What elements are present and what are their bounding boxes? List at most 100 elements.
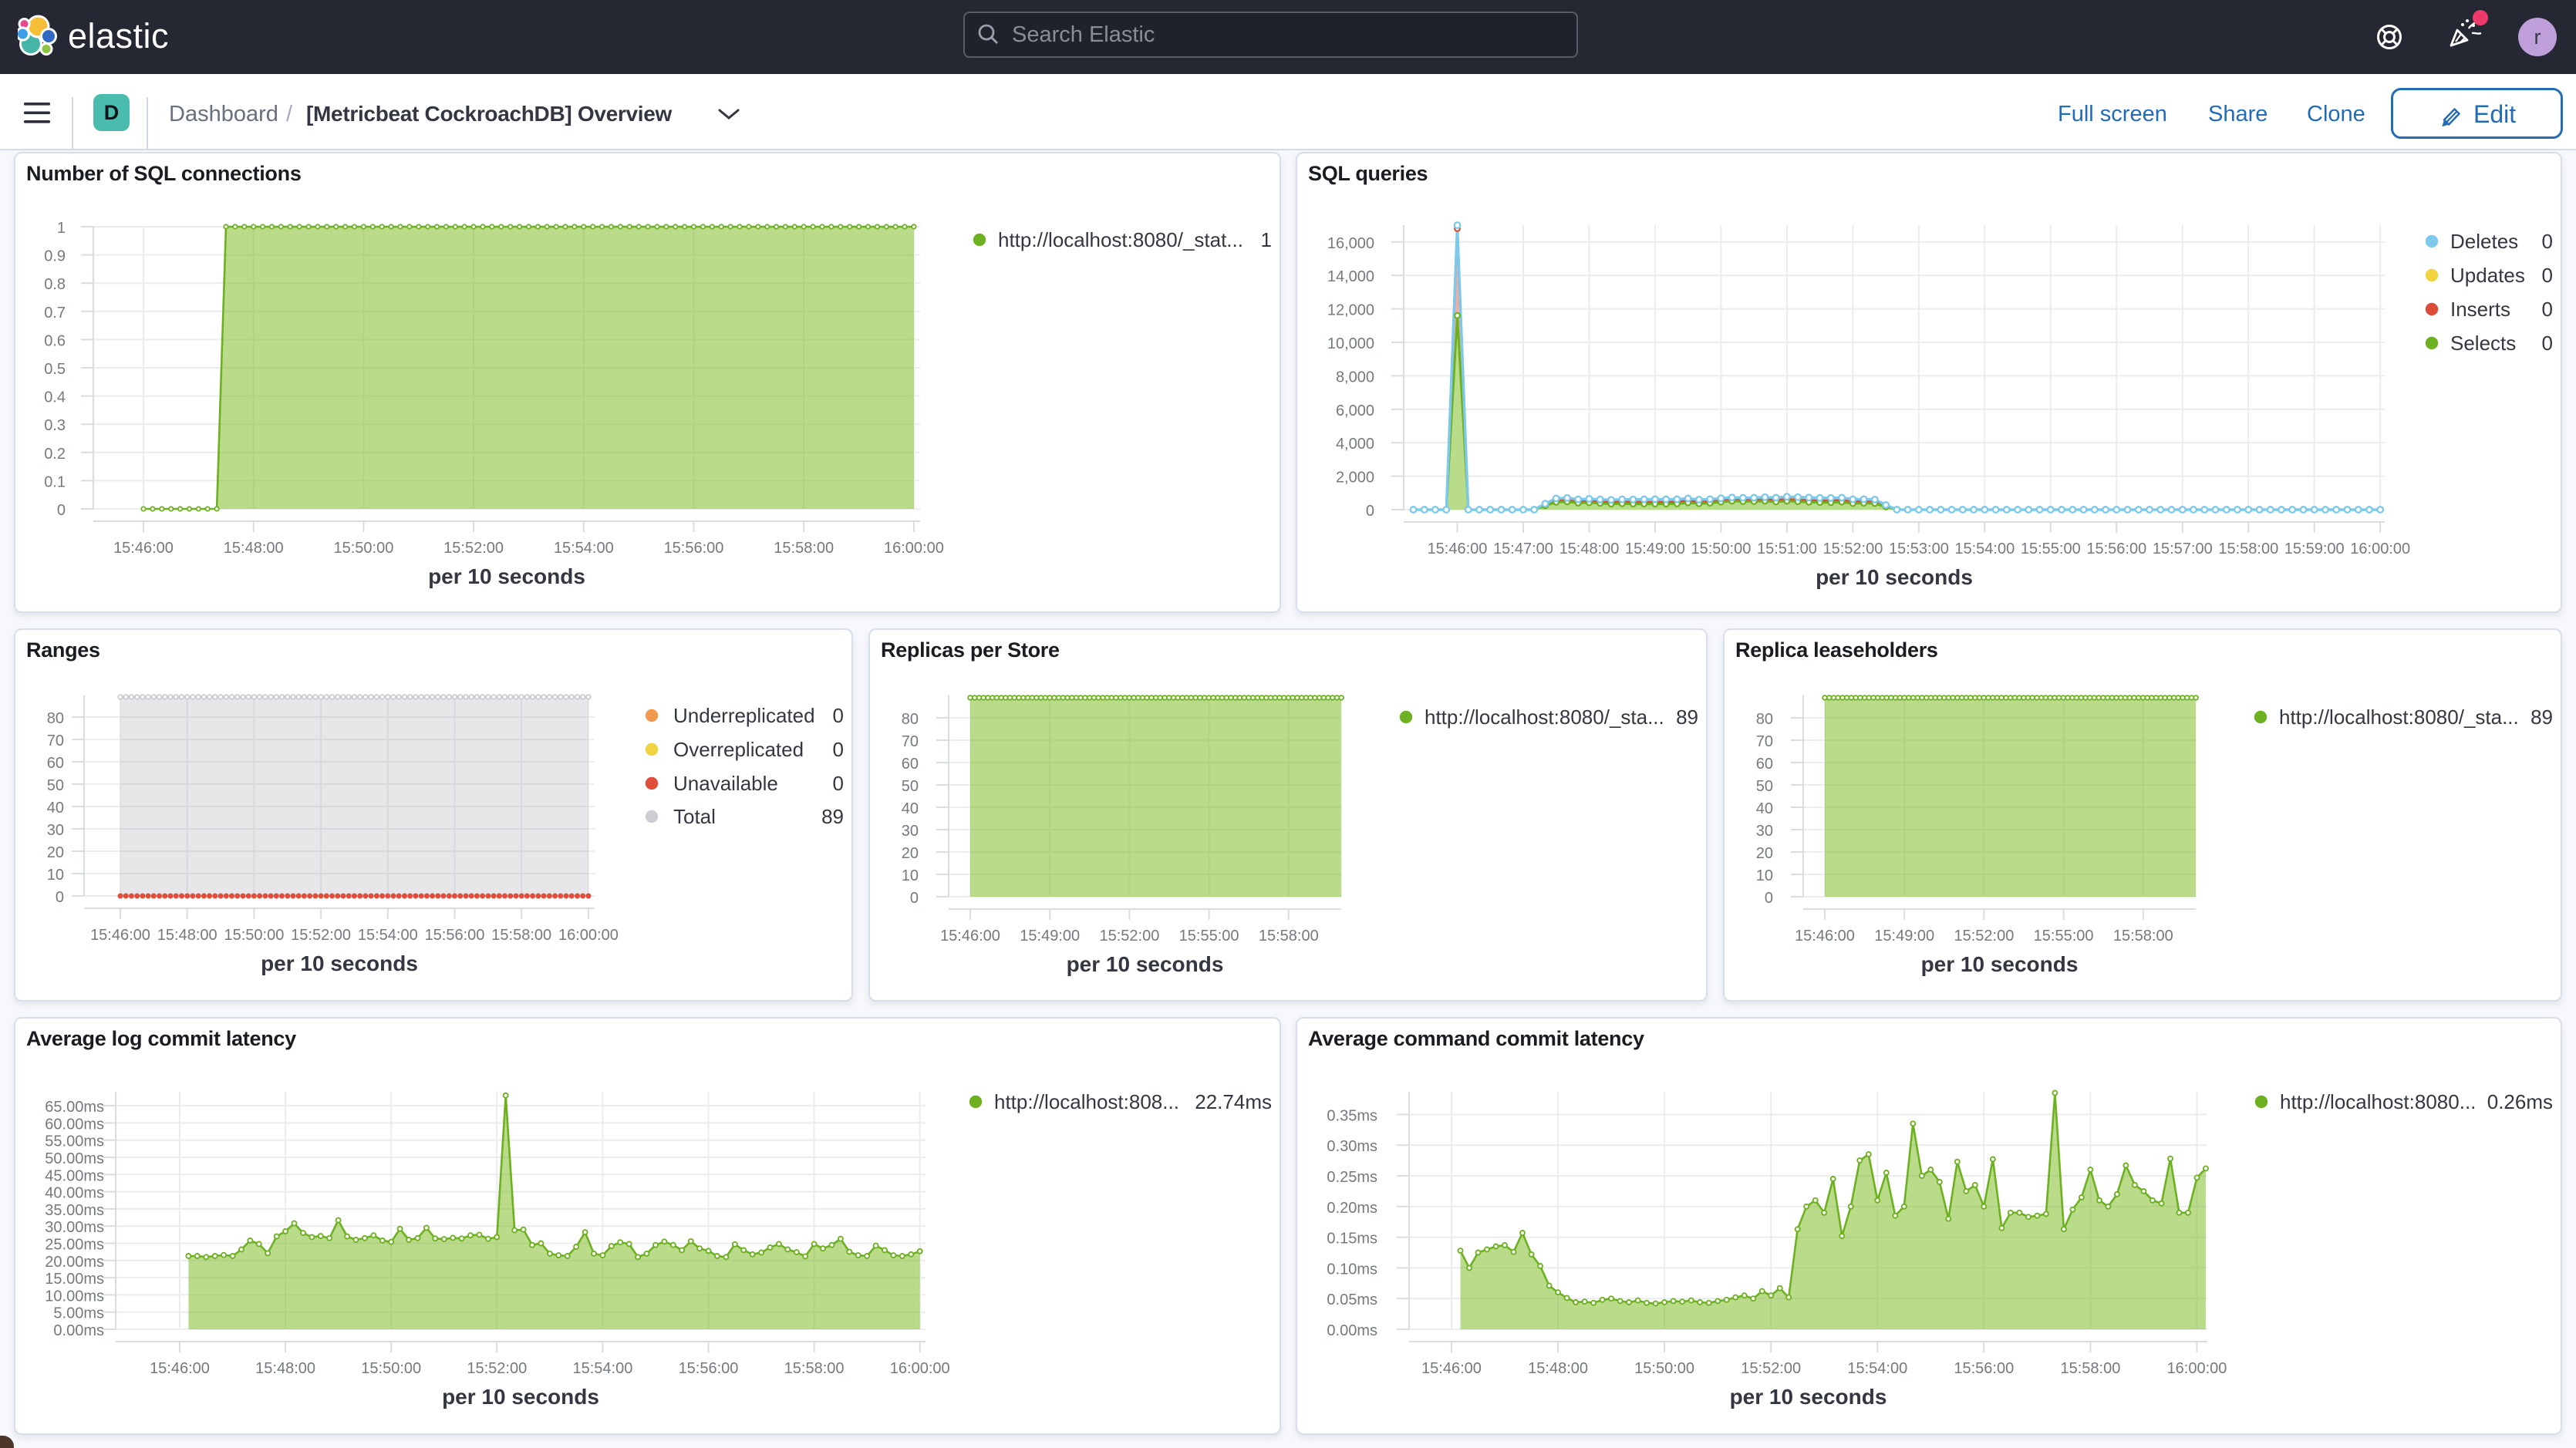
svg-text:15:58:00: 15:58:00 [784,1360,845,1377]
svg-text:15:58:00: 15:58:00 [1259,928,1319,945]
svg-text:0.25ms: 0.25ms [1327,1169,1377,1186]
svg-text:89: 89 [1676,705,1698,729]
svg-text:0: 0 [1366,503,1374,520]
svg-text:15:49:00: 15:49:00 [1625,540,1685,557]
svg-text:45.00ms: 45.00ms [45,1167,104,1184]
svg-text:0.00ms: 0.00ms [1327,1322,1377,1339]
svg-text:15:55:00: 15:55:00 [1179,928,1239,945]
svg-text:25.00ms: 25.00ms [45,1237,104,1254]
svg-text:16:00:00: 16:00:00 [2350,540,2410,557]
svg-text:15:52:00: 15:52:00 [1099,928,1159,945]
svg-text:15:46:00: 15:46:00 [940,928,1000,945]
svg-text:15:58:00: 15:58:00 [2113,928,2173,945]
svg-text:16:00:00: 16:00:00 [2167,1360,2227,1377]
svg-text:http://localhost:8080/_sta...: http://localhost:8080/_sta... [2279,705,2519,729]
svg-text:40: 40 [1756,800,1773,817]
svg-text:14,000: 14,000 [1327,268,1374,285]
svg-text:0.1: 0.1 [44,473,66,490]
svg-text:10: 10 [47,867,64,884]
svg-text:1: 1 [1261,228,1272,251]
svg-text:0.3: 0.3 [44,417,66,434]
svg-text:15:58:00: 15:58:00 [774,540,834,557]
svg-text:89: 89 [2530,705,2553,729]
svg-text:15:49:00: 15:49:00 [1020,928,1080,945]
svg-text:0: 0 [2542,298,2553,321]
svg-text:15:54:00: 15:54:00 [554,540,614,557]
svg-text:15:51:00: 15:51:00 [1757,540,1817,557]
svg-text:15:55:00: 15:55:00 [2021,540,2081,557]
svg-text:Updates: Updates [2450,264,2525,287]
svg-text:60: 60 [47,755,64,772]
svg-text:15:50:00: 15:50:00 [1691,540,1751,557]
svg-text:40: 40 [902,800,919,817]
svg-text:Underreplicated: Underreplicated [673,704,815,727]
svg-text:80: 80 [1756,711,1773,728]
svg-text:70: 70 [47,732,64,749]
svg-text:22.74ms: 22.74ms [1195,1090,1272,1113]
svg-text:Total: Total [673,805,716,828]
svg-text:15:49:00: 15:49:00 [1874,928,1934,945]
svg-text:15:48:00: 15:48:00 [1528,1360,1588,1377]
svg-text:15:50:00: 15:50:00 [361,1360,421,1377]
svg-text:20: 20 [47,844,64,861]
svg-text:5.00ms: 5.00ms [53,1305,104,1322]
svg-text:0.10ms: 0.10ms [1327,1261,1377,1278]
svg-text:15:56:00: 15:56:00 [679,1360,739,1377]
svg-text:15:47:00: 15:47:00 [1493,540,1553,557]
svg-text:10.00ms: 10.00ms [45,1288,104,1305]
svg-text:15:48:00: 15:48:00 [1559,540,1620,557]
svg-text:15:55:00: 15:55:00 [2034,928,2094,945]
svg-text:80: 80 [47,710,64,727]
svg-text:30: 30 [902,823,919,840]
svg-text:15:58:00: 15:58:00 [491,927,551,944]
svg-text:50: 50 [1756,778,1773,795]
svg-text:Selects: Selects [2450,332,2516,355]
svg-text:50: 50 [902,778,919,795]
svg-text:15:52:00: 15:52:00 [1954,928,2014,945]
svg-text:Inserts: Inserts [2450,298,2510,321]
svg-text:0: 0 [833,704,844,727]
svg-text:15:48:00: 15:48:00 [255,1360,315,1377]
svg-text:16:00:00: 16:00:00 [890,1360,950,1377]
svg-text:15:56:00: 15:56:00 [1954,1360,2014,1377]
svg-text:30.00ms: 30.00ms [45,1219,104,1236]
svg-text:70: 70 [1756,733,1773,750]
svg-text:2,000: 2,000 [1336,470,1374,487]
svg-text:40: 40 [47,800,64,817]
svg-text:0.2: 0.2 [44,446,66,463]
svg-text:15:52:00: 15:52:00 [1741,1360,1801,1377]
svg-text:12,000: 12,000 [1327,302,1374,319]
svg-text:0: 0 [56,889,64,906]
svg-text:0.6: 0.6 [44,332,66,349]
svg-text:16:00:00: 16:00:00 [558,927,619,944]
svg-text:per 10 seconds: per 10 seconds [1816,565,1973,589]
svg-text:0: 0 [57,502,66,519]
svg-text:per 10 seconds: per 10 seconds [442,1385,599,1409]
svg-text:15:57:00: 15:57:00 [2153,540,2213,557]
svg-text:15:59:00: 15:59:00 [2284,540,2345,557]
svg-text:15.00ms: 15.00ms [45,1271,104,1288]
svg-text:15:58:00: 15:58:00 [2218,540,2278,557]
svg-text:http://localhost:808...: http://localhost:808... [994,1090,1179,1113]
svg-text:89: 89 [821,805,844,828]
svg-text:1: 1 [57,220,66,237]
svg-text:80: 80 [902,711,919,728]
svg-text:30: 30 [47,822,64,839]
svg-text:15:46:00: 15:46:00 [1795,928,1855,945]
svg-text:0.26ms: 0.26ms [2487,1090,2553,1113]
svg-text:16:00:00: 16:00:00 [884,540,944,557]
svg-text:http://localhost:8080...: http://localhost:8080... [2280,1090,2476,1113]
svg-text:15:58:00: 15:58:00 [2060,1360,2120,1377]
svg-text:0.35ms: 0.35ms [1327,1107,1377,1124]
svg-text:15:54:00: 15:54:00 [572,1360,632,1377]
svg-text:Unavailable: Unavailable [673,772,778,795]
svg-text:15:52:00: 15:52:00 [467,1360,527,1377]
svg-text:15:53:00: 15:53:00 [1889,540,1949,557]
svg-text:http://localhost:8080/_stat...: http://localhost:8080/_stat... [998,228,1243,251]
svg-text:15:52:00: 15:52:00 [443,540,504,557]
svg-text:15:56:00: 15:56:00 [664,540,724,557]
svg-text:15:56:00: 15:56:00 [2086,540,2146,557]
svg-text:8,000: 8,000 [1336,369,1374,386]
svg-text:0.5: 0.5 [44,361,66,378]
svg-text:35.00ms: 35.00ms [45,1202,104,1219]
